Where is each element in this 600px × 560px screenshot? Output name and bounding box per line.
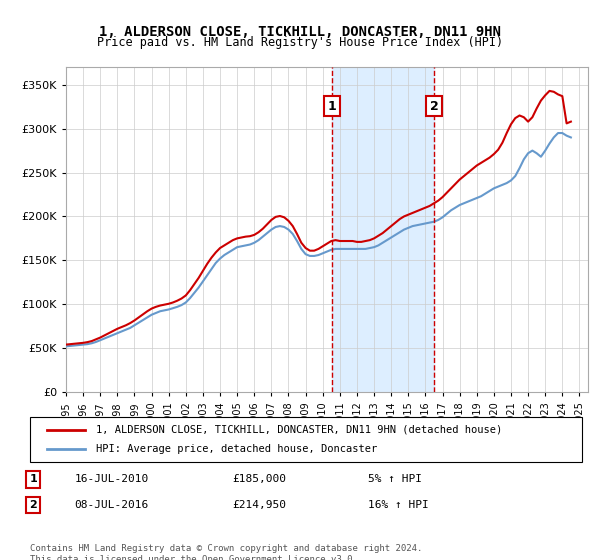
Text: 1, ALDERSON CLOSE, TICKHILL, DONCASTER, DN11 9HN (detached house): 1, ALDERSON CLOSE, TICKHILL, DONCASTER, … xyxy=(96,424,502,435)
Text: 1: 1 xyxy=(328,100,336,113)
Text: £185,000: £185,000 xyxy=(232,474,286,484)
Text: 1, ALDERSON CLOSE, TICKHILL, DONCASTER, DN11 9HN: 1, ALDERSON CLOSE, TICKHILL, DONCASTER, … xyxy=(99,25,501,39)
Text: 2: 2 xyxy=(430,100,439,113)
Text: 5% ↑ HPI: 5% ↑ HPI xyxy=(368,474,422,484)
Text: 16-JUL-2010: 16-JUL-2010 xyxy=(74,474,149,484)
Text: 16% ↑ HPI: 16% ↑ HPI xyxy=(368,500,428,510)
Text: Price paid vs. HM Land Registry's House Price Index (HPI): Price paid vs. HM Land Registry's House … xyxy=(97,36,503,49)
Bar xyxy=(332,67,434,392)
Text: 08-JUL-2016: 08-JUL-2016 xyxy=(74,500,149,510)
Text: 2: 2 xyxy=(29,500,37,510)
Text: HPI: Average price, detached house, Doncaster: HPI: Average price, detached house, Donc… xyxy=(96,445,377,455)
Text: Contains HM Land Registry data © Crown copyright and database right 2024.
This d: Contains HM Land Registry data © Crown c… xyxy=(30,544,422,560)
Text: £214,950: £214,950 xyxy=(232,500,286,510)
Text: 1: 1 xyxy=(29,474,37,484)
FancyBboxPatch shape xyxy=(30,417,582,462)
